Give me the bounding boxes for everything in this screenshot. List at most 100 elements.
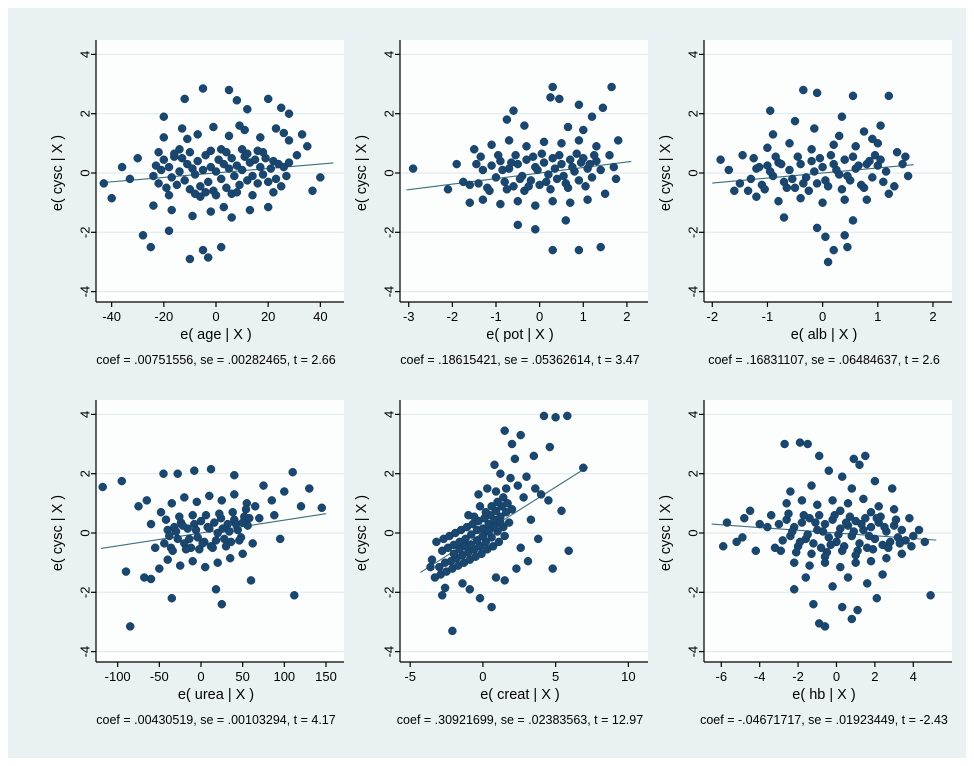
- scatter-panel: -4 -2 0 2 4 -3 -2 -1 0 1 2 e( pot | X ) e( cysc | X …: [352, 30, 652, 378]
- data-point: [180, 176, 189, 185]
- data-point: [196, 182, 205, 191]
- data-point: [203, 253, 213, 262]
- data-point: [210, 518, 219, 527]
- data-point: [191, 525, 201, 535]
- data-point: [840, 195, 849, 204]
- data-point: [866, 522, 876, 532]
- data-point: [483, 484, 492, 493]
- data-point: [500, 531, 509, 541]
- data-point: [259, 481, 268, 490]
- data-point: [572, 149, 581, 158]
- data-point: [156, 165, 166, 175]
- data-point: [159, 469, 168, 478]
- data-point: [250, 155, 260, 164]
- data-point: [173, 469, 182, 478]
- x-tick-label: 2: [871, 669, 878, 684]
- data-point: [848, 216, 858, 225]
- data-point: [865, 156, 874, 166]
- data-point: [175, 561, 185, 570]
- data-point: [782, 183, 792, 193]
- data-point: [892, 147, 902, 157]
- data-point: [898, 159, 907, 169]
- data-point: [926, 591, 935, 600]
- data-point: [574, 176, 584, 185]
- data-point: [897, 525, 907, 535]
- data-point: [193, 156, 202, 166]
- x-tick-label: 0: [833, 669, 840, 684]
- data-point: [498, 165, 507, 175]
- data-point: [248, 171, 257, 181]
- data-point: [448, 626, 457, 636]
- data-point: [170, 149, 179, 158]
- data-point: [163, 555, 172, 564]
- data-point: [738, 533, 747, 542]
- data-point: [308, 186, 317, 196]
- y-axis-title: e( cysc | X ): [354, 495, 370, 571]
- scatter-plot-svg: -4 -2 0 2 4 -2 -1 0 1 2 e( alb | X ) e( cysc | X ) c…: [658, 40, 952, 367]
- data-point: [279, 128, 289, 138]
- data-point: [830, 510, 839, 520]
- data-point: [477, 549, 486, 559]
- data-point: [587, 173, 597, 182]
- data-point: [276, 103, 286, 113]
- coef-caption: coef = .00430519, se = .00103294, t = 4.…: [96, 713, 335, 727]
- x-tick-label: 0: [819, 309, 826, 324]
- data-point: [487, 602, 496, 612]
- y-tick-label: 0: [381, 169, 396, 176]
- data-point: [224, 164, 234, 173]
- y-tick-label: -4: [381, 646, 396, 658]
- data-point: [522, 142, 531, 151]
- data-point: [793, 152, 803, 161]
- data-point: [188, 556, 197, 566]
- data-point: [745, 506, 755, 516]
- data-point: [528, 152, 538, 161]
- data-point: [297, 130, 307, 139]
- data-point: [276, 182, 286, 191]
- data-point: [722, 518, 732, 527]
- y-tick-label: -2: [77, 227, 92, 239]
- scatter-panel: -4 -2 0 2 4 -5 0 5 10 e( creat | X ) e( cysc | X )…: [352, 390, 652, 738]
- data-point: [774, 196, 783, 206]
- data-point: [771, 152, 780, 161]
- data-point: [503, 499, 512, 508]
- data-point: [99, 179, 109, 188]
- data-point: [914, 525, 924, 535]
- data-point: [305, 484, 314, 493]
- data-point: [882, 553, 891, 563]
- data-point: [224, 85, 234, 95]
- data-point: [546, 93, 555, 102]
- data-point: [161, 515, 171, 524]
- data-point: [242, 499, 252, 508]
- data-point: [818, 198, 827, 207]
- data-point: [117, 476, 127, 486]
- data-point: [788, 174, 797, 184]
- data-point: [607, 82, 616, 92]
- data-point: [814, 510, 824, 520]
- x-tick-label: 0: [197, 669, 204, 684]
- data-point: [140, 573, 149, 582]
- data-point: [796, 159, 805, 169]
- data-point: [211, 536, 221, 545]
- data-point: [784, 509, 793, 518]
- data-point: [752, 192, 761, 201]
- data-point: [763, 522, 772, 532]
- data-point: [206, 146, 216, 156]
- data-point: [316, 173, 325, 182]
- data-point: [884, 543, 893, 553]
- data-point: [774, 519, 784, 529]
- scatter-panel: -4 -2 0 2 4 -100 -50 0 50 100 150 e( urea | X ) e( c…: [48, 390, 348, 738]
- data-point: [284, 158, 294, 167]
- data-point: [171, 527, 181, 536]
- data-point: [526, 515, 536, 524]
- data-point: [524, 182, 533, 191]
- data-point: [501, 484, 511, 493]
- y-tick-label: -2: [381, 227, 396, 239]
- data-point: [799, 85, 808, 95]
- data-point: [826, 150, 836, 160]
- data-point: [531, 201, 540, 210]
- x-tick-label: -1: [762, 309, 774, 324]
- data-point: [165, 531, 174, 541]
- scatter-plot-svg: -4 -2 0 2 4 -100 -50 0 50 100 150 e( urea | X ) e( c…: [50, 400, 344, 727]
- data-point: [807, 156, 816, 166]
- data-point: [502, 185, 512, 194]
